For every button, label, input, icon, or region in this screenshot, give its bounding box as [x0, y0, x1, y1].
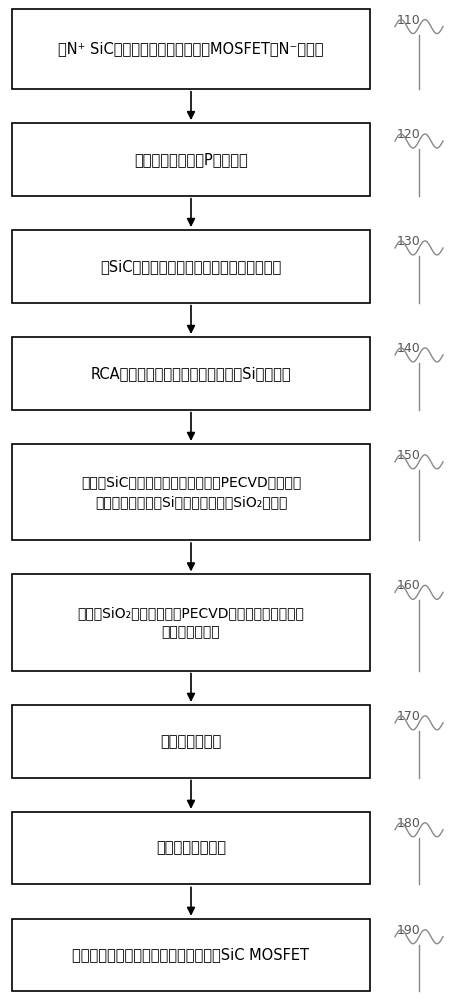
Text: 120: 120: [396, 128, 420, 141]
Text: 170: 170: [396, 710, 420, 723]
FancyBboxPatch shape: [12, 9, 369, 89]
Text: 150: 150: [396, 449, 420, 462]
Text: 190: 190: [396, 924, 420, 937]
Text: 制备漏极金属电极，形成垂直导电结构SiC MOSFET: 制备漏极金属电极，形成垂直导电结构SiC MOSFET: [73, 948, 309, 963]
FancyBboxPatch shape: [12, 230, 369, 303]
Text: 在所述SiO₂界面层上采用PECVD进行栅氧氧化淀积生
长，并进行退火: 在所述SiO₂界面层上采用PECVD进行栅氧氧化淀积生 长，并进行退火: [78, 606, 304, 639]
Text: 130: 130: [396, 235, 420, 248]
FancyBboxPatch shape: [12, 574, 369, 671]
Text: RCA清洗，使得在所述外延表面形成Si界面结构: RCA清洗，使得在所述外延表面形成Si界面结构: [90, 366, 291, 381]
Text: 制备多晶硅栅极: 制备多晶硅栅极: [160, 734, 221, 749]
FancyBboxPatch shape: [12, 337, 369, 410]
Text: 在N⁺ SiC衬底上经过外延工艺形成MOSFET的N⁻漂移区: 在N⁺ SiC衬底上经过外延工艺形成MOSFET的N⁻漂移区: [58, 41, 323, 56]
Text: 160: 160: [396, 579, 420, 592]
FancyBboxPatch shape: [12, 919, 369, 991]
Text: 制备源极金属电极: 制备源极金属电极: [156, 841, 225, 856]
Text: 180: 180: [396, 817, 420, 830]
Text: 对SiC外延片的外延表面进行紫外线氧化处理: 对SiC外延片的外延表面进行紫外线氧化处理: [100, 259, 281, 274]
FancyBboxPatch shape: [12, 705, 369, 778]
FancyBboxPatch shape: [12, 123, 369, 196]
Text: 将所述SiC外延片在氧气气氛中进行PECVD预处理，
将所述外延表面的Si界面结构氧化成SiO₂界面层: 将所述SiC外延片在氧气气氛中进行PECVD预处理， 将所述外延表面的Si界面结…: [81, 475, 301, 509]
Text: 140: 140: [396, 342, 420, 355]
FancyBboxPatch shape: [12, 444, 369, 540]
Text: 采用注入工艺形成P阱和源区: 采用注入工艺形成P阱和源区: [134, 152, 247, 167]
FancyBboxPatch shape: [12, 812, 369, 884]
Text: 110: 110: [396, 14, 420, 27]
